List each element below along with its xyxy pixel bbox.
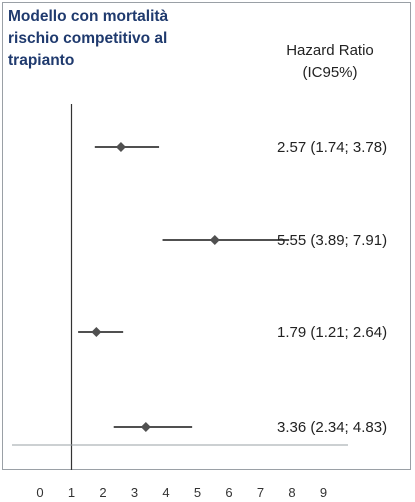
x-tick-label-2: 2 xyxy=(99,485,106,500)
hr-ci-label-1: 2.57 (1.74; 3.78) xyxy=(277,139,387,156)
title-line-3: trapianto xyxy=(8,52,75,69)
estimate-marker-4 xyxy=(140,422,151,432)
estimate-marker-1 xyxy=(115,142,126,152)
x-tick-label-3: 3 xyxy=(131,485,138,500)
x-tick-label-6: 6 xyxy=(225,485,232,500)
x-tick-label-9: 9 xyxy=(320,485,327,500)
x-tick-label-5: 5 xyxy=(194,485,201,500)
x-tick-label-8: 8 xyxy=(288,485,295,500)
hr-ci-label-2: 5.55 (3.89; 7.91) xyxy=(277,232,387,249)
x-tick-label-0: 0 xyxy=(36,485,43,500)
header-line-2: (IC95%) xyxy=(302,64,358,81)
hazard-ratio-header: Hazard Ratio (IC95%) xyxy=(270,40,390,84)
hr-ci-label-3: 1.79 (1.21; 2.64) xyxy=(277,324,387,341)
estimate-marker-2 xyxy=(209,235,220,245)
estimate-marker-3 xyxy=(91,327,102,337)
title-line-2: rischio competitivo al xyxy=(8,30,168,47)
title-line-1: Modello con mortalità xyxy=(8,8,169,25)
chart-title: Modello con mortalità rischio competitiv… xyxy=(8,6,238,72)
x-tick-label-7: 7 xyxy=(257,485,264,500)
x-tick-label-1: 1 xyxy=(68,485,75,500)
hr-ci-label-4: 3.36 (2.34; 4.83) xyxy=(277,419,387,436)
chart-frame xyxy=(2,2,411,470)
header-line-1: Hazard Ratio xyxy=(286,42,374,59)
x-tick-label-4: 4 xyxy=(162,485,169,500)
